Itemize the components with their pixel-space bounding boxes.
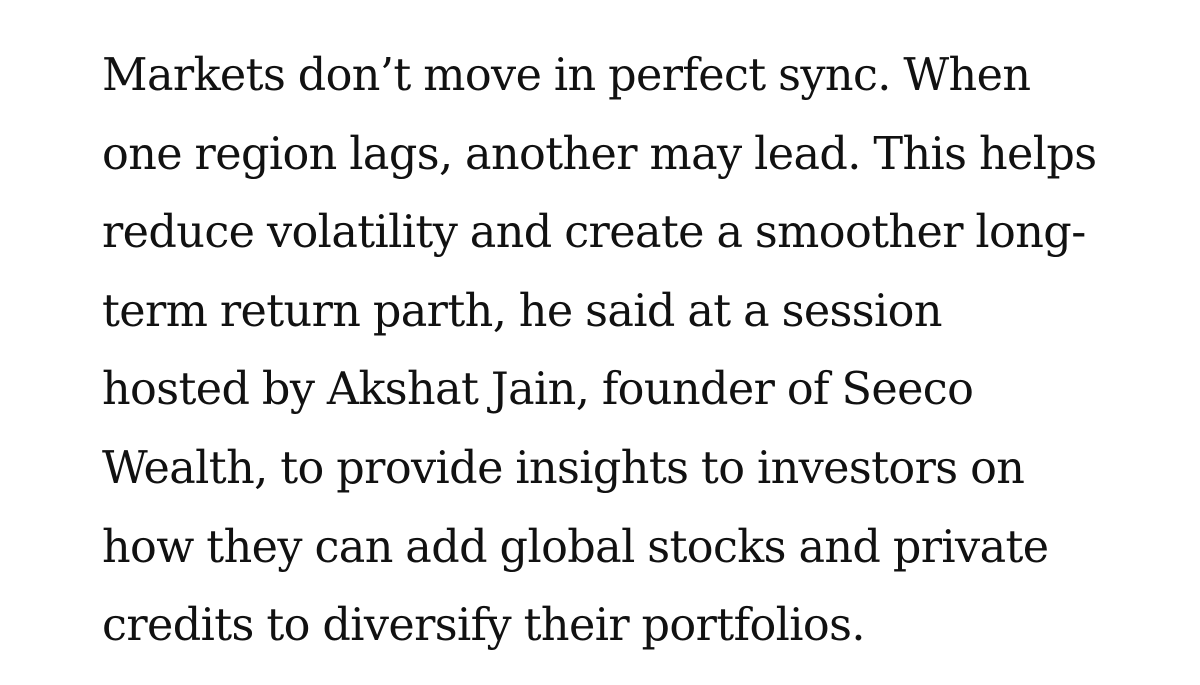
article-paragraph: Markets don’t move in perfect sync. When…: [102, 37, 1182, 666]
paragraph-line: Wealth, to provide insights to investors…: [102, 442, 1025, 494]
paragraph-line: credits to diversify their portfolios.: [102, 600, 865, 652]
paragraph-line: how they can add global stocks and priva…: [102, 521, 1049, 573]
paragraph-line: Markets don’t move in perfect sync. When: [102, 50, 1031, 101]
paragraph-line: term return parth, he said at a session: [102, 285, 943, 337]
paragraph-line: hosted by Akshat Jain, founder of Seeco: [102, 364, 974, 416]
paragraph-line: one region lags, another may lead. This …: [102, 128, 1097, 180]
paragraph-line: reduce volatility and create a smoother …: [102, 207, 1086, 259]
